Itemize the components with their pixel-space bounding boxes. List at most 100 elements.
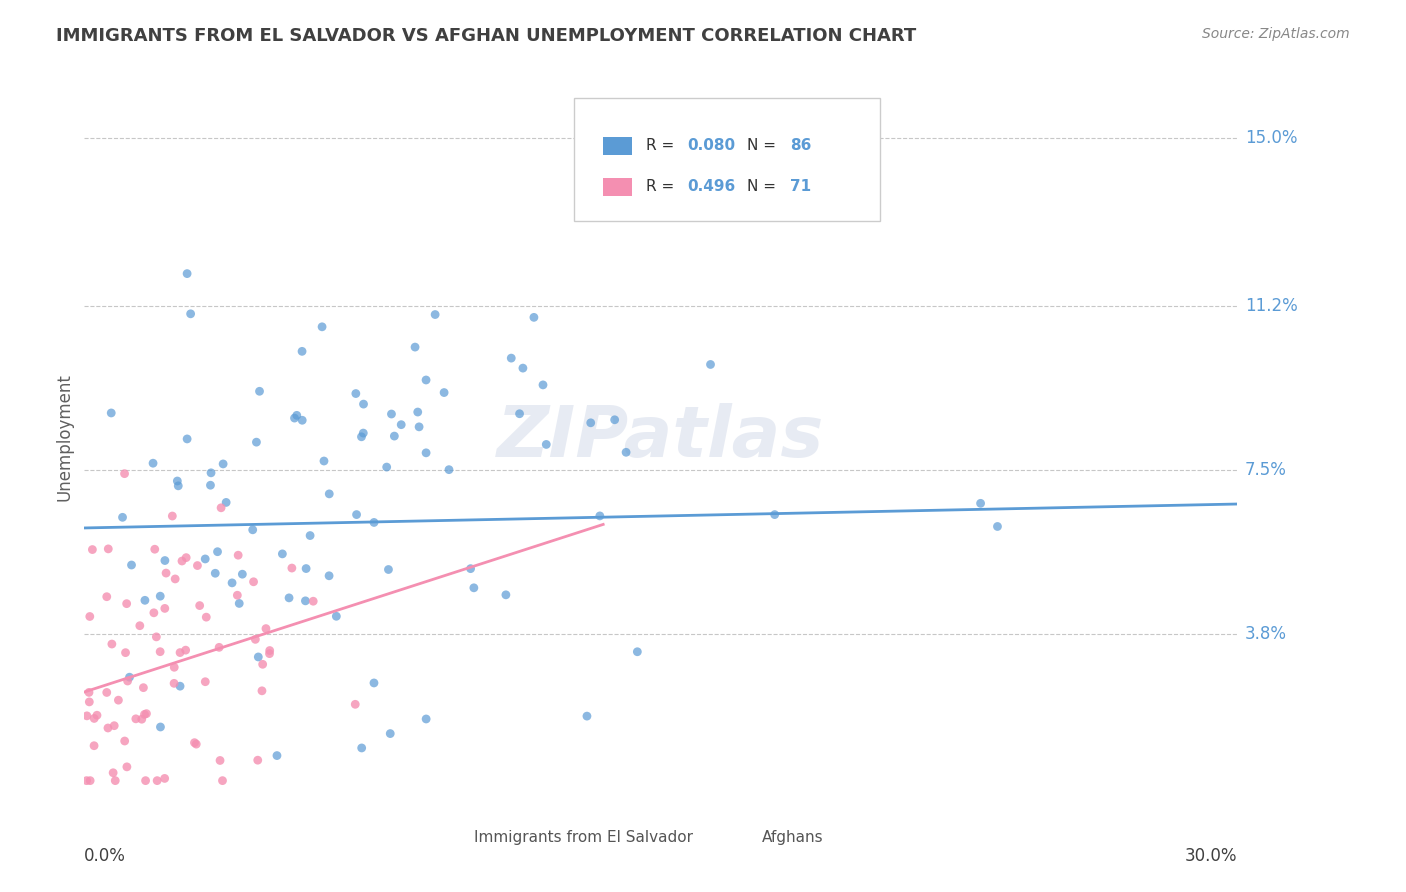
Point (209, 754, 232, 768)
Point (380, 726, 402, 740)
Point (579, 416, 602, 430)
Point (460, 561, 482, 575)
Point (165, 572, 187, 586)
Text: 11.2%: 11.2% (1244, 297, 1298, 315)
Point (162, 509, 184, 524)
Point (278, 591, 301, 605)
Point (575, 709, 598, 723)
Point (259, 647, 281, 661)
Point (115, 760, 138, 774)
Text: R =: R = (645, 138, 679, 153)
Point (195, 610, 218, 624)
Point (114, 467, 136, 481)
Point (117, 673, 139, 688)
Point (146, 773, 169, 788)
Point (149, 589, 172, 603)
Point (101, 765, 124, 780)
Point (121, 558, 143, 572)
Point (76, 773, 98, 788)
Text: 15.0%: 15.0% (1244, 128, 1298, 147)
Point (763, 508, 786, 522)
Point (221, 575, 243, 590)
Point (415, 712, 437, 726)
Point (176, 267, 198, 281)
Point (101, 637, 124, 651)
Point (291, 344, 314, 359)
Point (153, 601, 176, 615)
Point (194, 674, 217, 689)
Point (226, 588, 249, 602)
Point (415, 446, 437, 460)
Point (512, 361, 534, 376)
Point (97, 721, 120, 735)
Point (291, 413, 314, 427)
Point (76, 709, 98, 723)
Point (153, 553, 176, 567)
Point (614, 445, 637, 459)
Point (589, 508, 612, 523)
Point (509, 407, 531, 421)
Text: 86: 86 (790, 138, 811, 153)
Point (118, 670, 141, 684)
Point (346, 508, 368, 522)
Point (183, 736, 205, 750)
Point (145, 630, 167, 644)
Point (294, 594, 316, 608)
Text: 71: 71 (790, 179, 811, 194)
Point (318, 487, 340, 501)
Point (382, 429, 405, 443)
Point (285, 409, 308, 423)
Point (344, 386, 367, 401)
Point (135, 706, 157, 721)
Point (242, 574, 264, 589)
Point (169, 679, 191, 693)
FancyBboxPatch shape (603, 178, 633, 196)
Point (299, 528, 322, 542)
Point (200, 466, 222, 480)
Point (501, 351, 523, 365)
Point (170, 554, 193, 568)
Point (153, 772, 176, 786)
Point (149, 645, 172, 659)
Text: Immigrants from El Salvador: Immigrants from El Salvador (474, 830, 693, 846)
Point (228, 597, 250, 611)
Point (231, 567, 253, 582)
Text: R =: R = (645, 179, 679, 194)
Point (350, 430, 373, 444)
Text: 0.080: 0.080 (688, 138, 735, 153)
Point (252, 657, 274, 672)
Point (125, 712, 148, 726)
Point (96, 590, 118, 604)
Point (100, 406, 122, 420)
Point (699, 358, 721, 372)
Point (142, 456, 165, 470)
Point (128, 618, 150, 632)
Point (114, 734, 136, 748)
Point (626, 645, 648, 659)
Point (163, 676, 186, 690)
Point (325, 609, 347, 624)
Point (134, 593, 156, 607)
Point (531, 378, 554, 392)
Point (250, 683, 273, 698)
Text: N =: N = (748, 138, 782, 153)
Point (302, 594, 325, 608)
Point (209, 500, 232, 515)
Point (207, 545, 229, 559)
Point (242, 523, 264, 537)
Point (363, 676, 385, 690)
Point (247, 650, 270, 665)
Point (226, 548, 249, 562)
Point (149, 720, 172, 734)
Point (318, 568, 340, 582)
Point (415, 373, 437, 387)
Point (246, 753, 269, 767)
Point (83, 711, 105, 725)
Point (523, 310, 546, 325)
Point (212, 457, 235, 471)
Point (166, 474, 188, 488)
Point (131, 712, 153, 726)
Point (174, 550, 197, 565)
Point (266, 748, 288, 763)
Point (215, 495, 238, 509)
